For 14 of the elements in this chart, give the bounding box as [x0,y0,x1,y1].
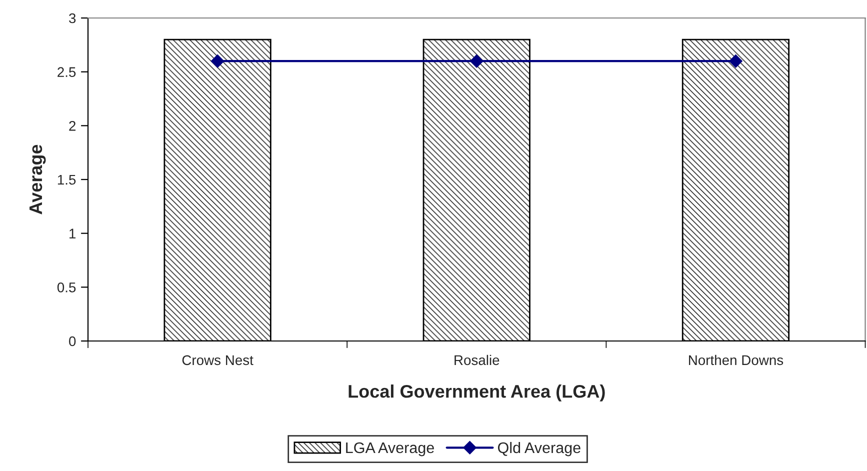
x-tick-label: Crows Nest [182,355,254,366]
y-tick-label: 0 [69,336,76,346]
y-tick-label: 3 [69,13,76,24]
x-tick-label: Northen Downs [689,354,784,366]
y-tick-label: 1.5 [58,174,76,185]
x-tick-label: Rosalie [454,354,500,366]
y-tick-label: 2.5 [58,67,76,78]
y-tick-label: 0.5 [57,282,76,292]
legend-label: LGA Average [346,442,434,456]
legend-label: Qld Average [498,442,580,456]
y-tick-label: 2 [69,121,76,131]
x-axis-title: Local Government Area (LGA) [348,384,605,402]
y-axis-title: Average [30,144,46,214]
y-tick-label: 1 [70,228,76,238]
